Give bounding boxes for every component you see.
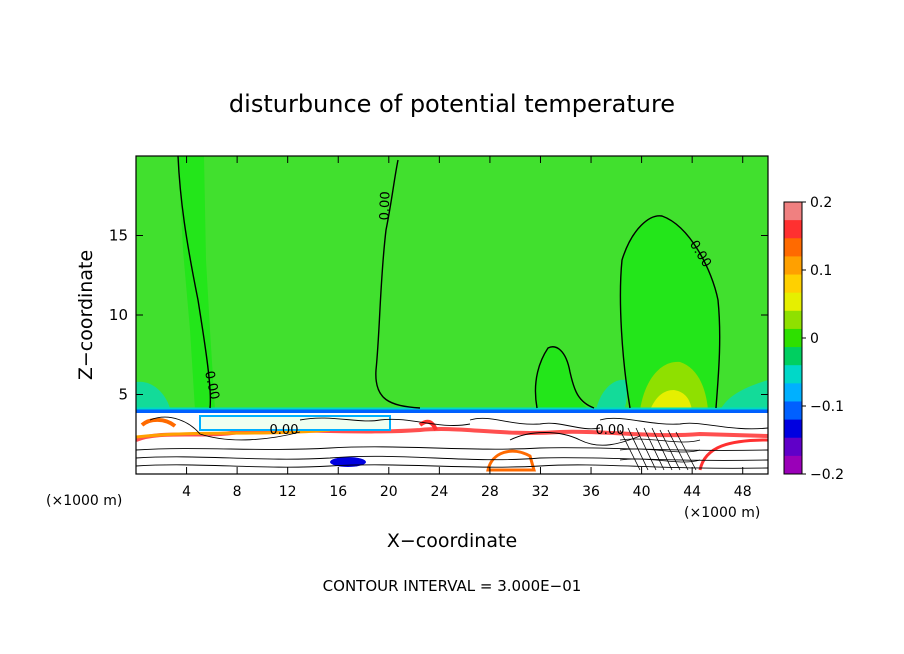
- plume-region-42km: [620, 215, 720, 410]
- cool-anomaly-left: [136, 381, 170, 410]
- warm-arc: [486, 449, 536, 472]
- contour-interval-note: CONTOUR INTERVAL = 3.000E−01: [323, 577, 582, 595]
- colorbar-swatch: [784, 256, 802, 276]
- contour-label-4: 0.00: [270, 423, 299, 438]
- warm-pocket-left: [140, 417, 177, 428]
- x-tick-label: 8: [233, 484, 242, 500]
- cold-pocket: [330, 457, 366, 467]
- contour-labels: 0.00 0.00 0.00 0.00 0.00: [201, 191, 714, 438]
- y-tick-label: 5: [118, 386, 128, 404]
- y-tick-label: 10: [109, 306, 128, 324]
- colorbar-tick-label: 0.2: [810, 195, 832, 211]
- x-tick-label: 44: [683, 484, 701, 500]
- plume-region-32km: [535, 346, 590, 410]
- warm-boundary-band-2: [136, 428, 331, 439]
- inversion-band: [136, 407, 768, 410]
- colorbar-swatch: [784, 383, 802, 402]
- y-axis: 5 10 15: [109, 227, 768, 404]
- colorbar: 0.2 0.1 0 −0.1 −0.2: [783, 195, 844, 483]
- x-axis: 4 8 12 16 20 24 28 32 36 40 44 48: [182, 156, 752, 500]
- colorbar-swatch: [784, 274, 802, 294]
- chart-title: disturbunce of potential temperature: [229, 90, 675, 118]
- colorbar-swatch: [784, 455, 802, 475]
- contour-label-2: 0.00: [378, 191, 394, 220]
- x-tick-label: 36: [582, 484, 600, 500]
- cool-anomaly-right: [720, 380, 768, 410]
- inversion-cold-band: [136, 409, 768, 413]
- x-axis-label: X−coordinate: [387, 530, 517, 552]
- plot-area: 0.00 0.00 0.00 0.00 0.00: [135, 155, 769, 475]
- warm-anomaly: [640, 361, 708, 410]
- colorbar-swatch: [784, 437, 802, 457]
- colorbar-swatch: [784, 401, 802, 421]
- warm-anomaly-core: [650, 390, 692, 410]
- colorbar-swatch: [784, 292, 802, 312]
- colorbar-tick-label: 0.1: [810, 263, 832, 279]
- colorbar-tick-label: −0.2: [810, 467, 844, 483]
- warm-arc-right: [698, 438, 768, 471]
- contour-label-5: 0.00: [596, 423, 625, 438]
- colorbar-swatch: [784, 238, 802, 257]
- cool-anomaly-36km: [596, 379, 627, 410]
- x-tick-label: 40: [633, 484, 651, 500]
- colorbar-tick-label: −0.1: [810, 399, 844, 415]
- x-tick-label: 28: [481, 484, 499, 500]
- colorbar-swatch: [784, 419, 802, 439]
- x-tick-label: 48: [734, 484, 752, 500]
- colorbar-swatch: [784, 310, 802, 330]
- colorbar-swatch: [784, 328, 802, 348]
- x-tick-label: 24: [430, 484, 448, 500]
- colorbar-tick-label: 0: [810, 331, 819, 347]
- x-tick-label: 4: [182, 484, 191, 500]
- contour-field: 0.00 0.00 0.00 0.00 0.00: [136, 156, 768, 474]
- x-tick-label: 16: [329, 484, 347, 500]
- y-tick-label: 15: [109, 227, 128, 245]
- zero-contours: [177, 156, 721, 409]
- y-axis-label: Z−coordinate: [75, 250, 97, 380]
- x-tick-label: 20: [380, 484, 398, 500]
- colorbar-swatch: [784, 202, 802, 221]
- x-unit-label-left: (×1000 m): [46, 493, 122, 509]
- colorbar-swatch: [784, 220, 802, 239]
- colorbar-swatch: [784, 347, 802, 366]
- x-tick-label: 32: [532, 484, 550, 500]
- contour-label-1: 0.00: [201, 370, 222, 401]
- warm-pocket-mid: [418, 419, 438, 431]
- dense-contour-patch: [619, 427, 701, 471]
- x-unit-label-right: (×1000 m): [684, 505, 760, 521]
- x-tick-label: 12: [279, 484, 297, 500]
- colorbar-swatch: [784, 365, 802, 384]
